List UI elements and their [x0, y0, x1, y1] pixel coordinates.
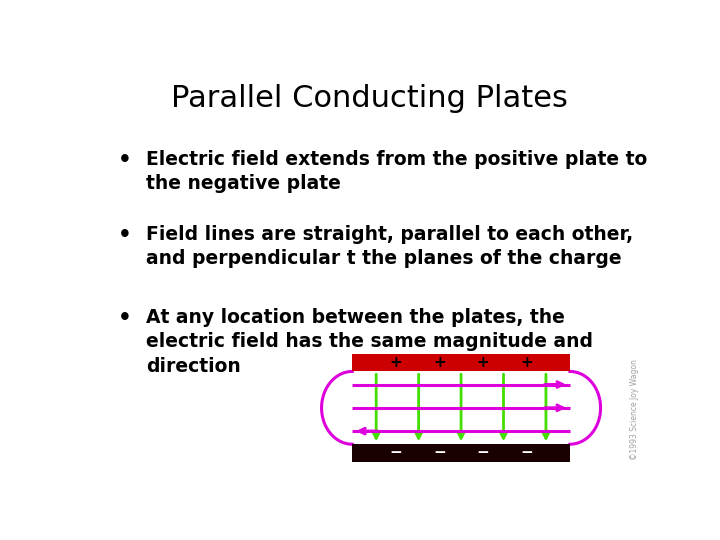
Text: •: •: [118, 308, 132, 328]
Text: −: −: [477, 446, 489, 461]
Text: Parallel Conducting Plates: Parallel Conducting Plates: [171, 84, 567, 112]
Text: At any location between the plates, the
electric field has the same magnitude an: At any location between the plates, the …: [145, 308, 593, 375]
Text: +: +: [520, 355, 533, 370]
Text: ©1993 Science Joy Wagon: ©1993 Science Joy Wagon: [629, 360, 639, 461]
Bar: [352, 444, 570, 462]
Text: −: −: [520, 446, 533, 461]
Text: −: −: [390, 446, 402, 461]
Text: •: •: [118, 150, 132, 170]
Text: Field lines are straight, parallel to each other,
and perpendicular t the planes: Field lines are straight, parallel to ea…: [145, 225, 633, 268]
Text: •: •: [118, 225, 132, 245]
Text: +: +: [390, 355, 402, 370]
Text: +: +: [433, 355, 446, 370]
Text: Electric field extends from the positive plate to
the negative plate: Electric field extends from the positive…: [145, 150, 647, 193]
Text: −: −: [433, 446, 446, 461]
Text: +: +: [477, 355, 489, 370]
Bar: [352, 354, 570, 372]
